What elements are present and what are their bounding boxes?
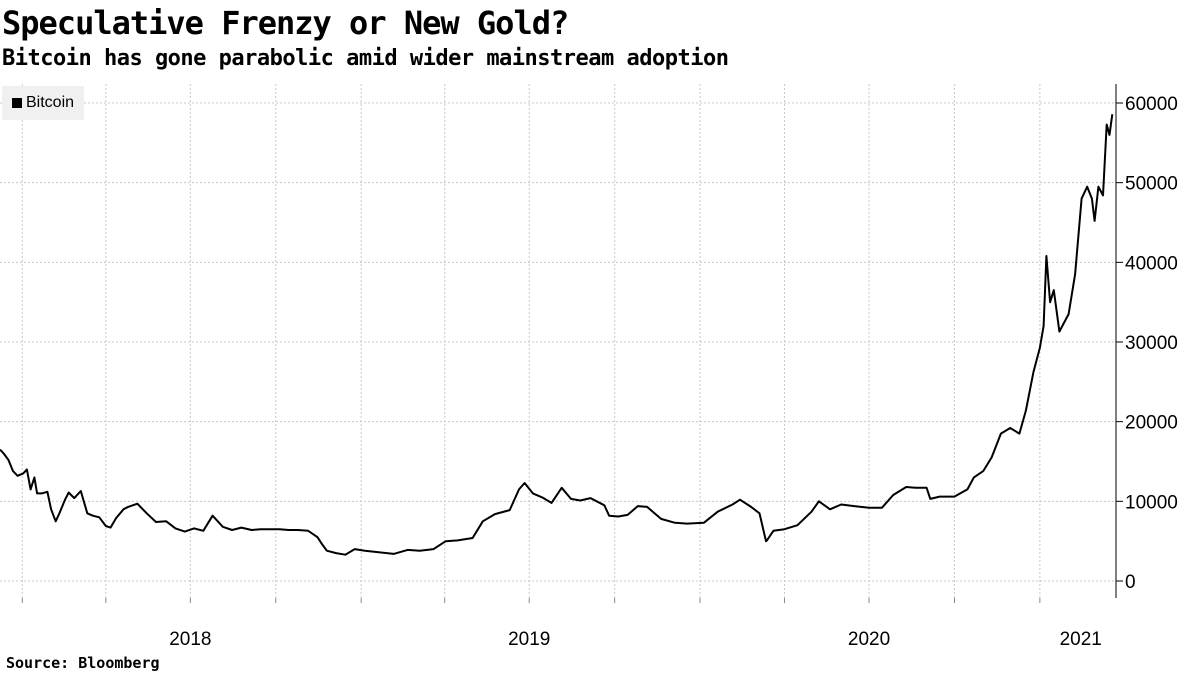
series-line-bitcoin	[0, 114, 1114, 556]
y-tick-label: 10000	[1125, 492, 1178, 513]
y-tick-label: 20000	[1125, 413, 1178, 434]
y-tick-label: 60000	[1125, 94, 1178, 115]
y-tick-label: 0	[1125, 572, 1136, 593]
chart-subtitle: Bitcoin has gone parabolic amid wider ma…	[2, 46, 729, 71]
chart-title: Speculative Frenzy or New Gold?	[2, 4, 569, 42]
x-year-label: 2019	[508, 629, 550, 650]
y-tick-label: 40000	[1125, 253, 1178, 274]
series-layer	[0, 114, 1114, 556]
x-year-label: 2021	[1060, 629, 1102, 650]
legend-swatch-bitcoin	[12, 98, 22, 108]
axes: 0 10000 20000 30000 40000 50000 60000 2018 2019 2…	[21, 84, 1178, 650]
x-year-label: 2018	[169, 629, 211, 650]
source-note: Source: Bloomberg	[6, 654, 160, 672]
grid-lines	[0, 84, 1116, 598]
y-tick-label: 30000	[1125, 333, 1178, 354]
x-year-label: 2020	[848, 629, 890, 650]
chart-legend: Bitcoin	[2, 86, 85, 120]
legend-label-bitcoin: Bitcoin	[26, 94, 75, 111]
y-tick-label: 50000	[1125, 174, 1178, 195]
